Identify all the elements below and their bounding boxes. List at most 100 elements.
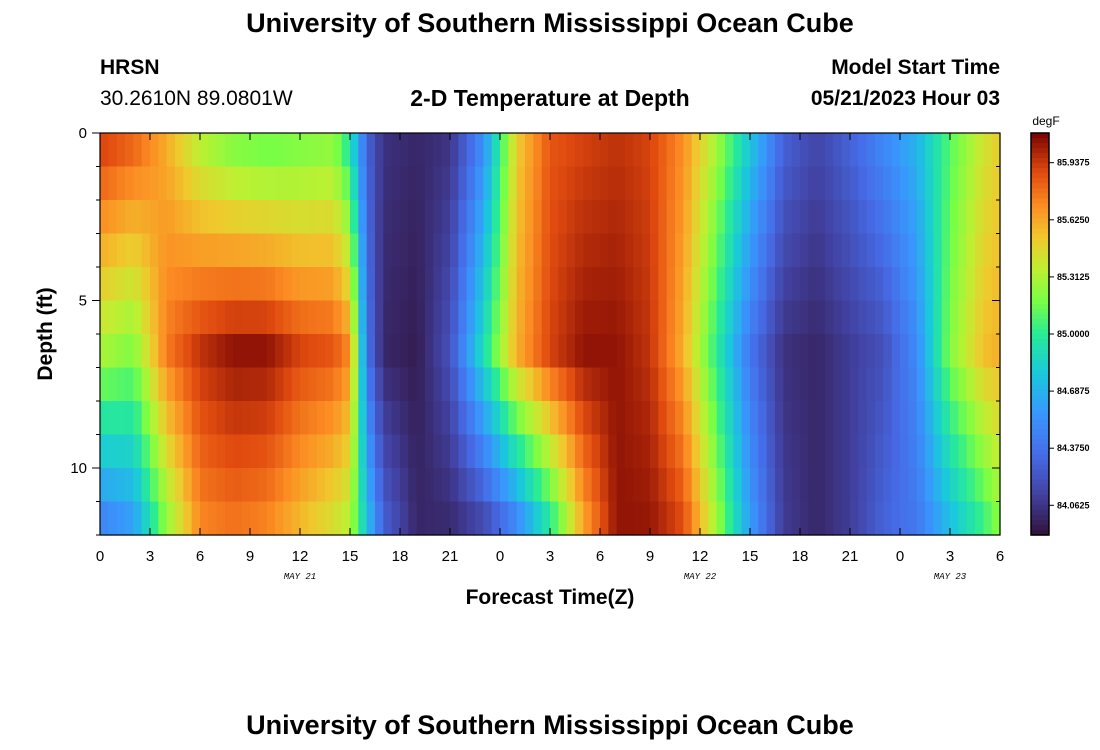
heatmap-cell xyxy=(166,367,176,402)
heatmap-cell xyxy=(183,267,193,302)
colorbar-unit: degF xyxy=(1032,114,1059,128)
heatmap-cell xyxy=(808,334,818,369)
heatmap-cell xyxy=(525,200,534,235)
heatmap-cell xyxy=(933,166,943,201)
heatmap-cell xyxy=(491,401,501,436)
heatmap-cell xyxy=(350,468,359,503)
heatmap-cell xyxy=(541,401,551,436)
heatmap-cell xyxy=(308,267,318,302)
heatmap-cell xyxy=(691,401,701,436)
heatmap-cell xyxy=(516,434,526,469)
heatmap-cell xyxy=(550,200,559,235)
heatmap-cell xyxy=(833,468,843,503)
colorbar-segment xyxy=(1031,404,1049,410)
heatmap-cell xyxy=(958,468,968,503)
heatmap-cell xyxy=(700,166,709,201)
heatmap-cell xyxy=(308,166,318,201)
heatmap-cell xyxy=(683,267,693,302)
heatmap-cell xyxy=(875,267,884,302)
colorbar-segment xyxy=(1031,399,1049,405)
heatmap-cell xyxy=(525,133,534,168)
heatmap-cell xyxy=(908,468,918,503)
heatmap-cell xyxy=(416,200,426,235)
colorbar-segment xyxy=(1031,213,1049,220)
heatmap-cell xyxy=(233,401,243,436)
heatmap-cell xyxy=(316,468,326,503)
heatmap-cell xyxy=(375,434,384,469)
heatmap-cell xyxy=(991,434,1001,469)
heatmap-cell xyxy=(575,468,584,503)
heatmap-cell xyxy=(308,233,318,268)
heatmap-cell xyxy=(608,300,618,335)
heatmap-cell xyxy=(725,367,734,402)
heatmap-cell xyxy=(783,300,793,335)
heatmap-cell xyxy=(108,133,118,168)
heatmap-cell xyxy=(850,367,859,402)
heatmap-cell xyxy=(575,334,584,369)
heatmap-cell xyxy=(308,300,318,335)
heatmap-cell xyxy=(441,200,451,235)
heatmap-cell xyxy=(741,401,751,436)
heatmap-cell xyxy=(525,367,534,402)
heatmap-cell xyxy=(308,334,318,369)
colorbar-segment xyxy=(1031,258,1049,265)
heatmap-cell xyxy=(750,401,759,436)
heatmap-cell xyxy=(391,267,401,302)
heatmap-cell xyxy=(825,367,834,402)
heatmap-cell xyxy=(183,434,193,469)
heatmap-cell xyxy=(325,401,334,436)
heatmap-cell xyxy=(275,501,284,536)
heatmap-cell xyxy=(925,468,934,503)
heatmap-cell xyxy=(125,133,134,168)
heatmap-cell xyxy=(391,434,401,469)
heatmap-cell xyxy=(791,300,801,335)
heatmap-cell xyxy=(441,166,451,201)
heatmap-cell xyxy=(916,166,926,201)
colorbar-tick-label: 84.6875 xyxy=(1057,386,1090,396)
heatmap-cell xyxy=(408,501,418,536)
heatmap-cell xyxy=(466,468,476,503)
heatmap-cell xyxy=(700,468,709,503)
heatmap-cell xyxy=(491,501,501,536)
heatmap-cell xyxy=(283,468,293,503)
heatmap-cell xyxy=(991,334,1001,369)
heatmap-cell xyxy=(991,501,1001,536)
colorbar-segment xyxy=(1031,419,1049,426)
heatmap-cell xyxy=(408,233,418,268)
heatmap-cell xyxy=(733,401,743,436)
heatmap-cell xyxy=(308,434,318,469)
heatmap-cell xyxy=(250,501,259,536)
heatmap-cell xyxy=(666,401,676,436)
heatmap-cell xyxy=(233,267,243,302)
heatmap-cell xyxy=(733,166,743,201)
heatmap-cell xyxy=(658,233,668,268)
heatmap-cell xyxy=(500,334,509,369)
heatmap-cell xyxy=(283,434,293,469)
heatmap-cell xyxy=(158,334,168,369)
heatmap-cell xyxy=(950,233,959,268)
heatmap-cell xyxy=(866,401,876,436)
heatmap-cell xyxy=(133,401,143,436)
heatmap-cell xyxy=(900,434,909,469)
heatmap-cell xyxy=(366,501,376,536)
heatmap-cell xyxy=(450,367,459,402)
heatmap-cell xyxy=(916,468,926,503)
heatmap-cell xyxy=(475,334,484,369)
heatmap-cell xyxy=(575,200,584,235)
heatmap-cell xyxy=(366,367,376,402)
heatmap-cell xyxy=(791,267,801,302)
heatmap-cell xyxy=(875,468,884,503)
heatmap-cell xyxy=(158,367,168,402)
colorbar-tick-label: 85.6250 xyxy=(1057,215,1090,225)
heatmap-cell xyxy=(266,501,276,536)
heatmap-cell xyxy=(125,233,134,268)
heatmap-cell xyxy=(258,401,268,436)
heatmap-cell xyxy=(408,434,418,469)
x-tick-label: 15 xyxy=(742,548,759,565)
heatmap-cell xyxy=(866,267,876,302)
heatmap-cell xyxy=(766,501,776,536)
heatmap-cell xyxy=(333,468,343,503)
heatmap-cell xyxy=(475,367,484,402)
heatmap-cell xyxy=(975,501,984,536)
heatmap-cell xyxy=(333,501,343,536)
